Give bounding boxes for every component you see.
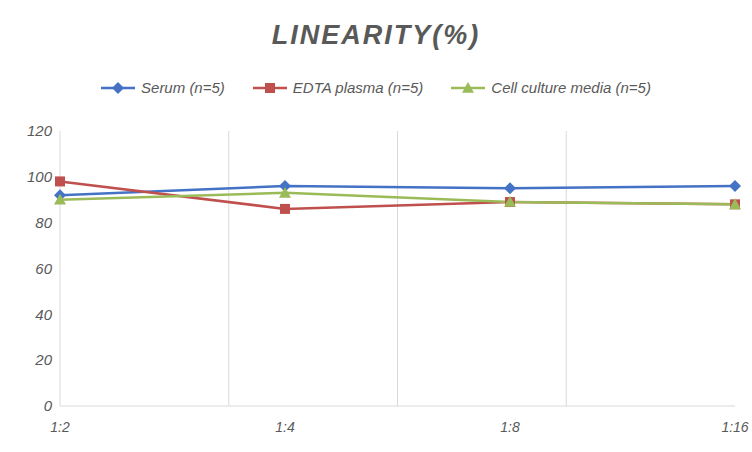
html-text:EDTA plasma (n=5): EDTA plasma (n=5)	[292, 79, 424, 96]
svg-text:0: 0	[44, 397, 53, 414]
html-text:LINEARITY(%): LINEARITY(%)	[271, 20, 481, 50]
html-text:Cell culture media (n=5): Cell culture media (n=5)	[491, 79, 651, 96]
svg-text:1:2: 1:2	[50, 419, 70, 435]
svg-text:80: 80	[35, 214, 52, 231]
svg-text:100: 100	[27, 168, 53, 185]
svg-text:120: 120	[27, 122, 53, 139]
svg-text:20: 20	[34, 351, 52, 368]
svg-text:1:8: 1:8	[500, 419, 520, 435]
html-text:Serum (n=5): Serum (n=5)	[141, 79, 225, 96]
svg-text:1:16: 1:16	[721, 419, 744, 435]
svg-text:40: 40	[35, 306, 52, 323]
svg-text:1:4: 1:4	[275, 419, 295, 435]
svg-text:60: 60	[35, 260, 52, 277]
